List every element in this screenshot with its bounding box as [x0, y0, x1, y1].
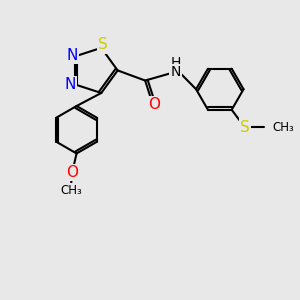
Text: S: S	[98, 38, 108, 52]
Text: H: H	[170, 56, 181, 70]
Text: N: N	[170, 65, 181, 79]
Text: O: O	[148, 97, 160, 112]
Text: N: N	[65, 77, 76, 92]
Text: CH₃: CH₃	[60, 184, 82, 197]
Text: N: N	[66, 47, 77, 62]
Text: O: O	[66, 165, 78, 180]
Text: S: S	[240, 120, 250, 135]
Text: CH₃: CH₃	[272, 121, 294, 134]
